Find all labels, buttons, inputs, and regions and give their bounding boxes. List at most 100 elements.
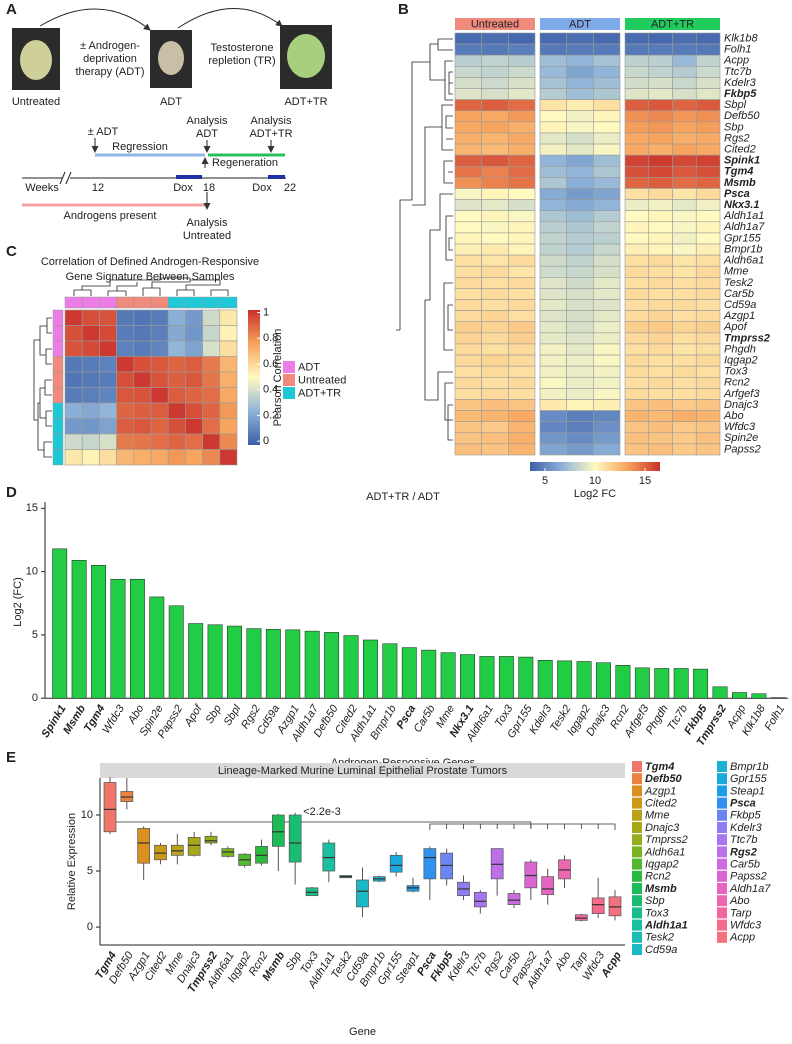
heatmap-cell [695,354,721,367]
gene-label: Rcn2 [724,377,750,389]
heatmap-cell [454,254,482,267]
heatmap-cell [695,365,721,378]
heatmap-cell [202,449,221,466]
box [187,837,201,856]
heatmap-cell [593,354,621,367]
heatmap-cell [648,432,673,445]
group-label: ADT [569,18,591,30]
heatmap-cell [539,221,567,234]
heatmap-cell [672,365,697,378]
heatmap-cell [454,210,482,223]
label: repletion (TR) [208,55,275,67]
heatmap-cell [508,66,536,78]
heatmap-cell [539,121,567,134]
heatmap-cell [454,188,482,200]
gene-label: Abo [723,410,744,422]
legend-swatch [632,761,642,772]
heatmap-cell [648,288,673,300]
heatmap-cell [593,199,621,211]
legend-label: Aldh1a7 [729,883,771,895]
heatmap-cell [539,188,567,200]
label: ADT [196,128,218,140]
heatmap-cell [481,154,509,167]
heatmap-cell [454,343,482,356]
label: Untreated [12,96,60,108]
heatmap-cell [624,32,650,45]
x-tick-label: Spink1 [39,703,68,740]
heatmap-cell [648,321,673,334]
heatmap-cell [695,299,721,311]
heatmap-cell [508,143,536,156]
heatmap-cell [116,340,135,357]
heatmap-cell [695,410,721,422]
colorbar [530,462,660,471]
axis-break [59,171,72,185]
heatmap-cell [648,365,673,378]
colorbar-tick-label: 1 [263,306,269,318]
heatmap-cell [116,371,135,388]
heatmap-cell [593,132,621,145]
heatmap-cell [481,210,509,223]
heatmap-cell [133,356,152,373]
sample-annotation [167,296,186,309]
heatmap-cell [81,325,100,342]
heatmap-cell [566,199,594,211]
heatmap-cell [695,177,721,189]
heatmap-cell [695,254,721,267]
gene-label: Fkbp5 [724,88,757,100]
heatmap-cell [648,66,673,78]
bar [285,629,301,699]
heatmap-cell [695,265,721,278]
heatmap-cell [672,221,697,234]
heatmap-cell [695,421,721,434]
panel-letter: E [6,749,16,766]
heatmap-cell [539,243,567,256]
group-header [455,18,535,30]
y-axis-label: Log2 (FC) [12,577,24,627]
gene-label: Tmprss2 [724,332,770,344]
heatmap-cell [539,99,567,112]
heatmap-cell [481,410,509,422]
heatmap-cell [508,399,536,411]
heatmap-cell [624,143,650,156]
heatmap-cell [593,432,621,445]
dox-bar [176,175,202,179]
colorbar-tick-label: 5 [542,475,548,487]
heatmap-cell [133,433,152,450]
bar [421,649,437,699]
colorbar-tick-label: 0 [263,435,269,447]
legend-label: Cd59a [645,944,677,956]
heatmap-cell [539,376,567,389]
heatmap-cell [624,354,650,367]
heatmap-cell [508,376,536,389]
heatmap-cell [133,325,152,342]
heatmap-cell [508,432,536,445]
heatmap-cell [648,88,673,100]
heatmap-cell [454,365,482,378]
heatmap-cell [167,418,186,435]
bar [382,643,398,699]
photo-tissue [158,41,184,75]
heatmap-cell [219,309,238,326]
heatmap-cell [695,188,721,200]
label: Analysis [187,217,228,229]
heatmap-cell [167,309,186,326]
heatmap-cell [454,288,482,300]
heatmap-cell [508,299,536,311]
heatmap-cell [539,321,567,334]
heatmap-cell [508,254,536,267]
heatmap-cell [566,288,594,300]
heatmap-cell [624,165,650,178]
heatmap-cell [539,66,567,78]
legend-label: ADT+TR [298,387,341,399]
heatmap-cell [695,376,721,389]
heatmap-cell [624,443,650,456]
heatmap-cell [695,121,721,134]
heatmap-cell [508,243,536,256]
heatmap-cell [624,243,650,256]
gene-label: Defb50 [724,110,760,122]
heatmap-cell [624,43,650,56]
heatmap-cell [672,210,697,223]
heatmap-cell [593,77,621,89]
heatmap-cell [566,343,594,356]
